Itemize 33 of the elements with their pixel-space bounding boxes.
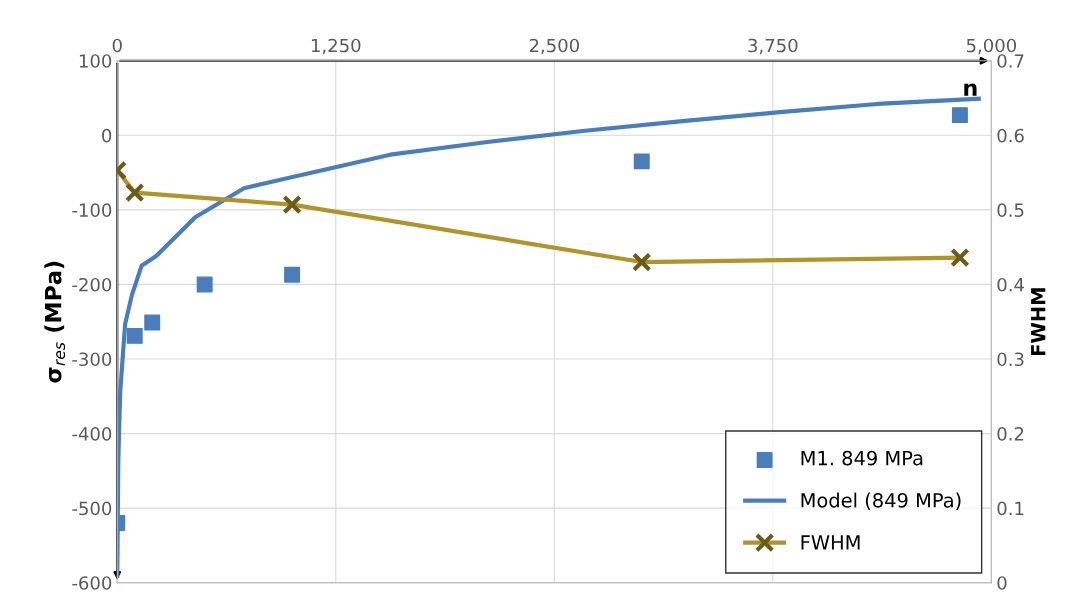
y-tick-label: -400 (72, 427, 112, 441)
x-tick-label: 2,500 (529, 38, 579, 55)
y-tick-label: -200 (72, 277, 112, 292)
x-axis-title: n (964, 83, 977, 96)
y2-tick-label: 0.1 (997, 501, 1024, 516)
x-tick-label: 5,000 (966, 38, 1017, 55)
legend-label: Model (849 MPa) (801, 492, 961, 510)
y2-tick-label: 0.6 (997, 128, 1024, 143)
y-tick-label: -100 (72, 203, 112, 217)
y-tick-label: 0 (102, 128, 112, 143)
point (633, 153, 650, 170)
point (126, 327, 143, 344)
x-tick-label: 1,250 (311, 38, 361, 55)
legend-label: FWHM (801, 535, 860, 550)
y2-tick-label: 0.4 (997, 277, 1024, 292)
x-tick-label: 0 (112, 38, 122, 53)
x-tick-label: 3,750 (748, 38, 798, 55)
point (951, 107, 968, 124)
y2-axis-title: FWHM (1031, 288, 1046, 356)
y2-tick-label: 0.3 (997, 352, 1024, 367)
y-tick-label: 100 (79, 54, 112, 68)
point (284, 266, 301, 283)
y-tick-label: -300 (72, 352, 112, 367)
point (144, 314, 161, 331)
y-tick-label: -600 (72, 576, 112, 590)
legend-label: M1. 849 MPa (801, 450, 923, 466)
point (196, 276, 213, 293)
y2-tick-label: 0.7 (997, 54, 1024, 68)
y2-tick-label: 0.2 (997, 427, 1024, 441)
y-axis-title: σ$_{res}$ (MPa) (44, 261, 66, 383)
y-tick-label: -500 (72, 501, 112, 516)
y2-tick-label: 0 (997, 576, 1007, 590)
y2-tick-label: 0.5 (997, 203, 1024, 217)
